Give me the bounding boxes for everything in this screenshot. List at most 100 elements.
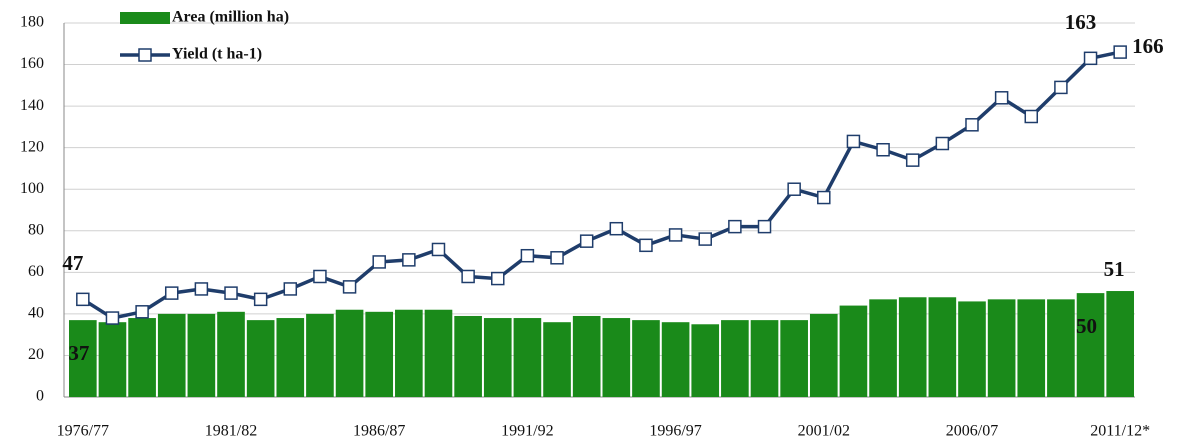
bar	[98, 322, 127, 397]
bar	[306, 313, 334, 397]
marker	[935, 136, 950, 151]
legend-label: Area (million ha)	[172, 9, 289, 26]
data-label: 50	[1076, 314, 1097, 338]
y-tick-label: 20	[28, 346, 44, 363]
marker	[994, 91, 1009, 105]
bar	[780, 320, 808, 397]
bar	[395, 309, 423, 397]
x-tick-label: 1981/82	[205, 423, 257, 440]
bar	[276, 318, 305, 397]
bar	[987, 299, 1016, 397]
marker	[491, 271, 505, 286]
data-label: 37	[68, 341, 89, 365]
marker	[817, 190, 831, 205]
y-tick-label: 160	[20, 55, 44, 72]
bar	[839, 305, 868, 397]
bar	[602, 318, 631, 397]
bar	[454, 315, 482, 397]
bar	[157, 313, 186, 397]
marker	[905, 153, 920, 167]
line	[81, 50, 1121, 320]
y-tick-label: 100	[20, 180, 44, 197]
bar	[365, 311, 394, 397]
marker	[461, 269, 475, 284]
marker	[1113, 45, 1127, 59]
marker	[698, 232, 712, 246]
x-tick-label: 2001/02	[798, 423, 850, 440]
marker	[224, 286, 238, 300]
marker	[313, 269, 327, 284]
bar	[187, 313, 216, 397]
x-tick-label: 1991/92	[501, 423, 553, 440]
bar	[69, 320, 97, 397]
marker	[876, 142, 890, 157]
bar	[928, 297, 957, 397]
marker	[105, 311, 120, 325]
data-label: 47	[62, 251, 83, 275]
marker	[520, 248, 535, 263]
bar	[632, 320, 660, 397]
bar	[691, 324, 720, 397]
marker	[76, 292, 90, 307]
marker	[728, 219, 742, 234]
bar	[513, 318, 542, 397]
marker	[431, 242, 446, 257]
bar	[335, 309, 364, 397]
x-tick-label: 2011/12*	[1090, 423, 1150, 440]
x-tick-label: 1986/87	[353, 423, 405, 440]
bar	[898, 297, 927, 397]
bar	[750, 320, 779, 397]
bar	[128, 318, 156, 397]
bar	[246, 320, 275, 397]
bar	[1017, 299, 1046, 397]
marker	[194, 282, 209, 296]
y-tick-label: 140	[20, 97, 44, 114]
y-tick-label: 80	[28, 221, 44, 238]
x-tick-label: 1996/97	[649, 423, 701, 440]
bar	[483, 318, 512, 397]
marker	[579, 234, 594, 248]
bar	[809, 313, 838, 397]
marker	[1083, 51, 1098, 66]
marker	[372, 255, 386, 269]
marker	[1024, 109, 1039, 124]
data-label: 163	[1065, 10, 1097, 34]
bar	[217, 311, 245, 397]
marker	[283, 282, 298, 296]
y-tick-label: 120	[20, 138, 44, 155]
y-tick-label: 40	[28, 305, 44, 322]
marker	[846, 134, 861, 149]
y-tick-label: 0	[36, 388, 44, 405]
bar	[1076, 293, 1105, 397]
marker	[609, 221, 624, 236]
marker	[965, 118, 979, 132]
bar	[1047, 299, 1075, 397]
bar	[661, 322, 690, 397]
legend-marker	[138, 48, 152, 62]
legend-label: Yield (t ha-1)	[172, 46, 262, 63]
bar	[572, 315, 601, 397]
legend-swatch	[120, 12, 170, 24]
bar	[424, 309, 453, 397]
bar	[721, 320, 749, 397]
bar	[1106, 291, 1134, 397]
y-tick-label: 60	[28, 263, 44, 280]
x-tick-label: 1976/77	[57, 423, 109, 440]
bar	[543, 322, 571, 397]
marker	[342, 280, 357, 294]
marker	[639, 238, 653, 253]
marker	[757, 219, 772, 234]
data-label: 51	[1104, 257, 1125, 281]
bar	[958, 301, 986, 397]
y-tick-label: 180	[20, 14, 44, 31]
marker	[402, 253, 416, 267]
marker	[668, 228, 683, 242]
data-label: 166	[1132, 34, 1164, 58]
marker	[1054, 80, 1068, 95]
x-tick-label: 2006/07	[946, 423, 998, 440]
bar	[869, 299, 897, 397]
marker	[253, 292, 268, 307]
marker	[135, 305, 149, 319]
marker	[550, 251, 564, 265]
